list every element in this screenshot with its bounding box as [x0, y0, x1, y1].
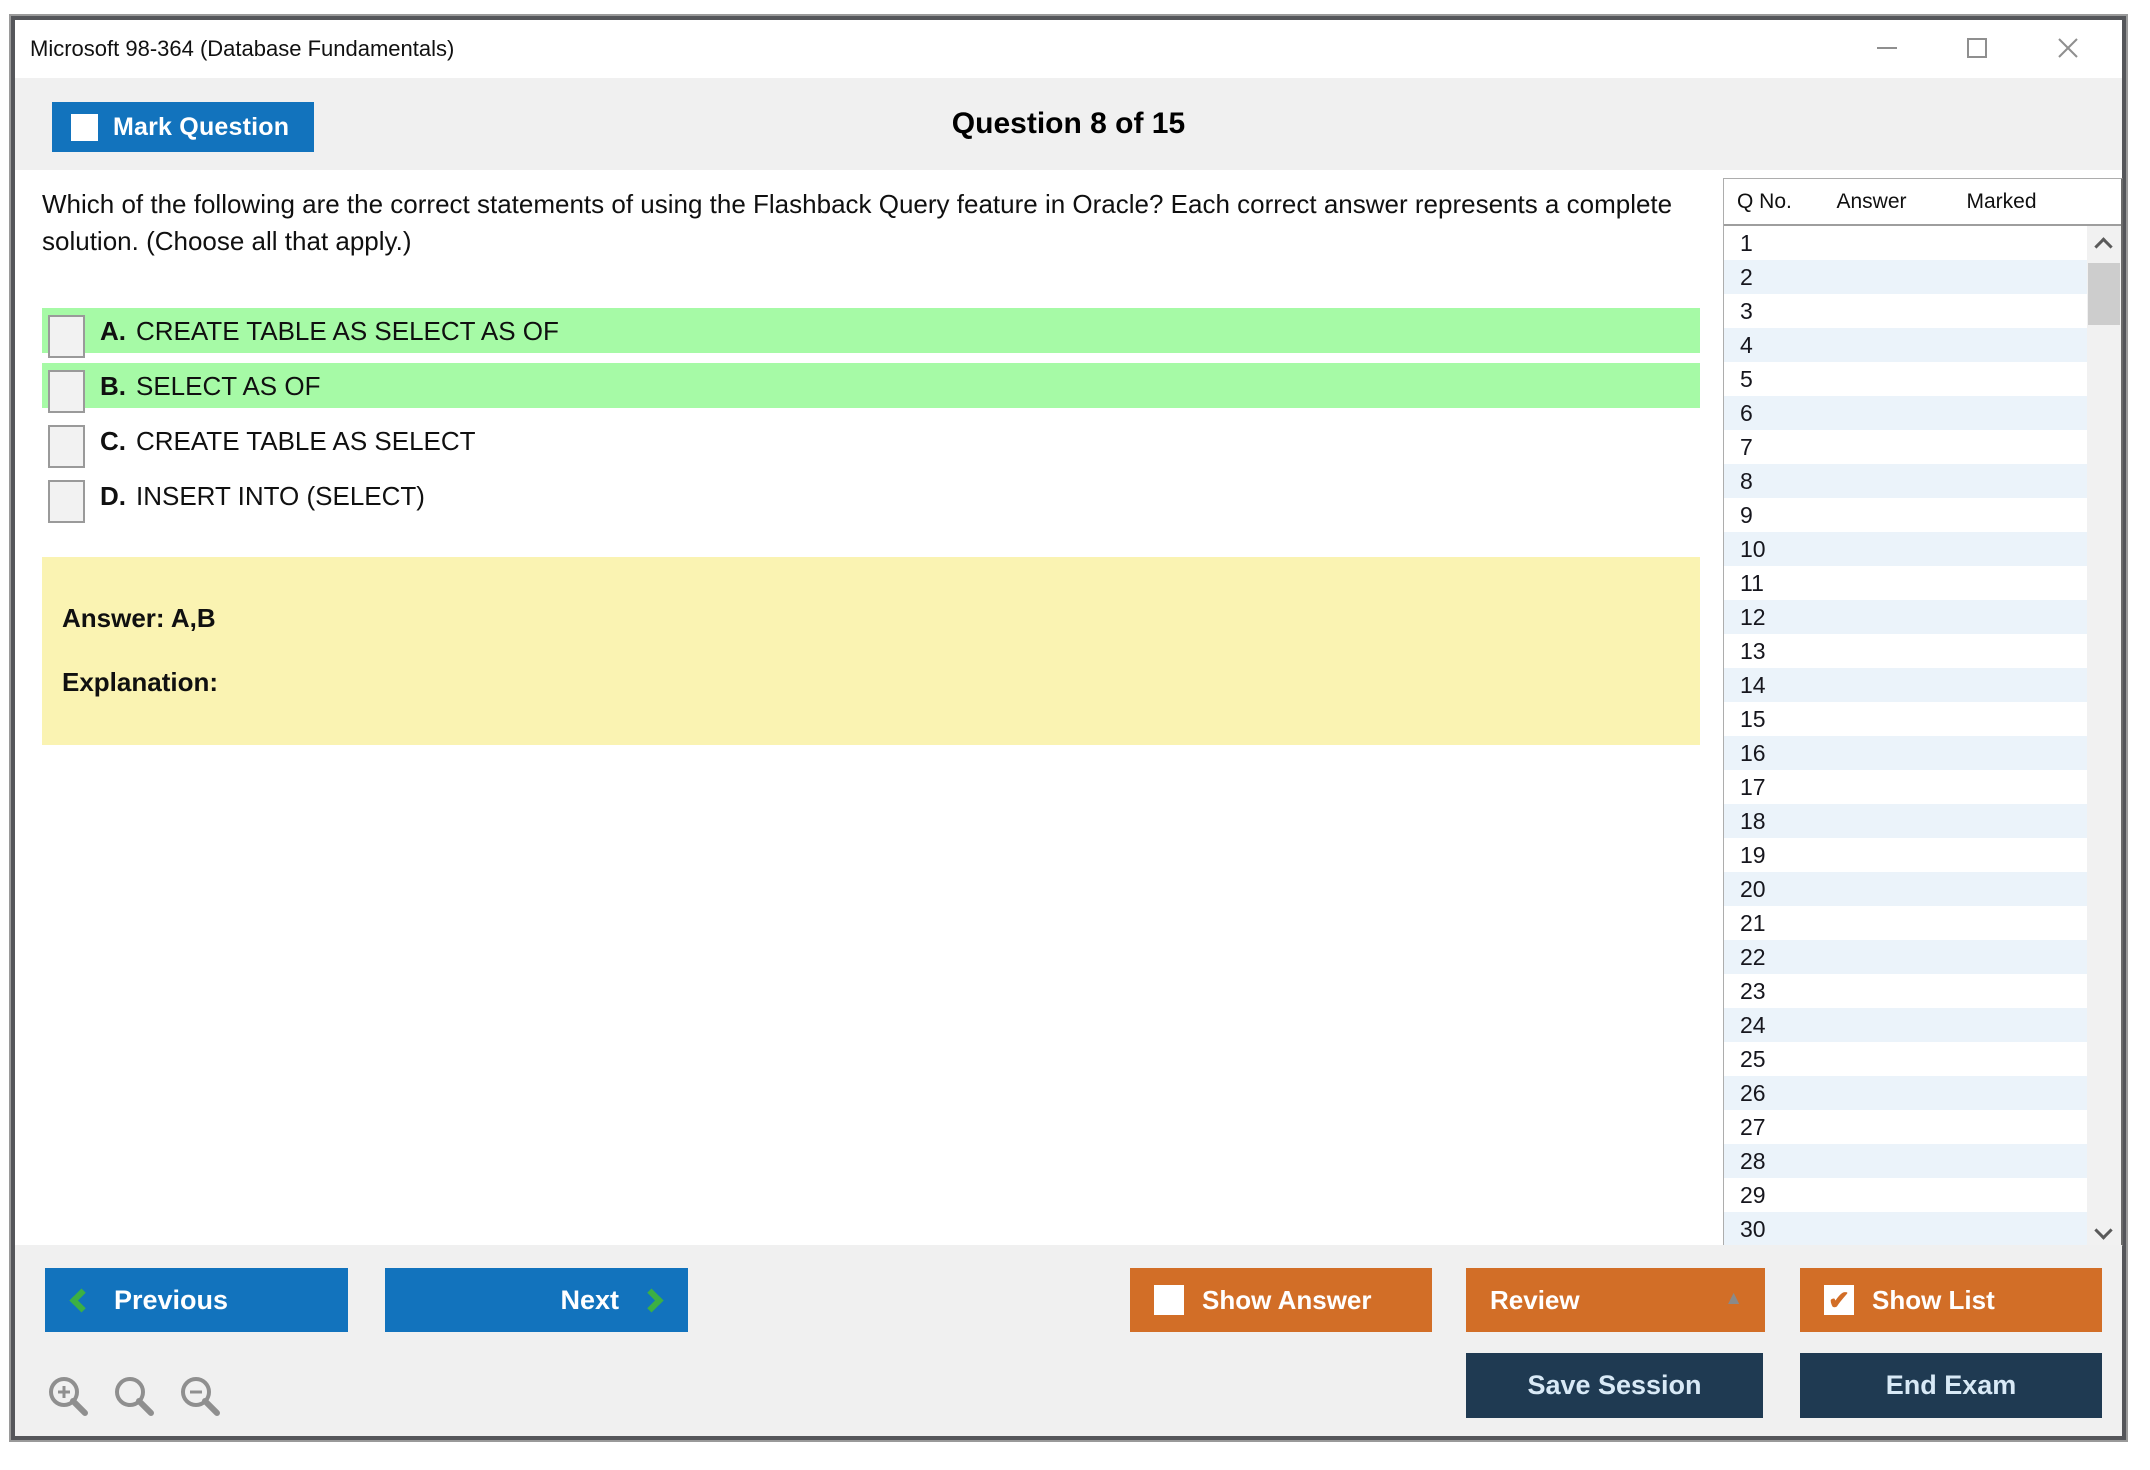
answer-options: A. CREATE TABLE AS SELECT AS OF B. SELECT A… [42, 308, 1700, 528]
option-text: A. CREATE TABLE AS SELECT AS OF [100, 316, 559, 346]
save-session-label: Save Session [1527, 1370, 1702, 1400]
question-list-row[interactable]: 13 [1724, 634, 2088, 668]
zoom-in-icon[interactable] [45, 1373, 91, 1422]
zoom-controls [45, 1373, 223, 1422]
question-text: Which of the following are the correct s… [42, 189, 1673, 256]
scrollbar-thumb[interactable] [2088, 263, 2120, 325]
question-list-row[interactable]: 28 [1724, 1144, 2088, 1178]
option-checkbox[interactable] [48, 425, 85, 468]
question-list-row[interactable]: 12 [1724, 600, 2088, 634]
zoom-out-icon[interactable] [177, 1373, 223, 1422]
show-list-label: Show List [1872, 1284, 1995, 1315]
app-window: Microsoft 98-364 (Database Fundamentals)… [15, 20, 2123, 1436]
question-list-row[interactable]: 23 [1724, 974, 2088, 1008]
previous-button[interactable]: Previous [45, 1268, 348, 1332]
question-list-row[interactable]: 6 [1724, 396, 2088, 430]
chevron-left-icon [69, 1287, 94, 1313]
question-list-row[interactable]: 16 [1724, 736, 2088, 770]
question-list-sidebar: Q No. Answer Marked 1 2 3 4 5 6 7 8 9 10 11 12 13 14 1… [1723, 178, 2123, 1246]
show-answer-button[interactable]: Show Answer [1130, 1268, 1432, 1332]
question-list-row[interactable]: 7 [1724, 430, 2088, 464]
question-list-row[interactable]: 29 [1724, 1178, 2088, 1212]
next-button[interactable]: Next [385, 1268, 688, 1332]
scroll-up-icon[interactable] [2094, 232, 2113, 256]
sidebar-scrollbar[interactable] [2087, 226, 2121, 1245]
question-list-row[interactable]: 20 [1724, 872, 2088, 906]
question-list-row[interactable]: 27 [1724, 1110, 2088, 1144]
question-list-row[interactable]: 11 [1724, 566, 2088, 600]
maximize-icon[interactable] [1947, 20, 2007, 76]
zoom-reset-icon[interactable] [111, 1373, 157, 1422]
question-list-row[interactable]: 8 [1724, 464, 2088, 498]
title-bar: Microsoft 98-364 (Database Fundamentals) [15, 20, 2122, 78]
option-text: B. SELECT AS OF [100, 371, 321, 401]
show-answer-label: Show Answer [1202, 1284, 1372, 1315]
question-list-header: Q No. Answer Marked [1724, 179, 2121, 226]
close-icon[interactable] [2038, 20, 2098, 76]
question-list-row[interactable]: 1 [1724, 226, 2088, 260]
show-list-button[interactable]: ✔ Show List [1800, 1268, 2102, 1332]
mark-question-label: Mark Question [113, 112, 290, 141]
question-list-row[interactable]: 4 [1724, 328, 2088, 362]
option-checkbox[interactable] [48, 315, 85, 358]
question-list-row[interactable]: 21 [1724, 906, 2088, 940]
review-label: Review [1490, 1284, 1580, 1315]
answer-label: Answer: A,B [62, 603, 216, 633]
question-list-row[interactable]: 30 [1724, 1212, 2088, 1245]
question-list-row[interactable]: 3 [1724, 294, 2088, 328]
question-list-row[interactable]: 2 [1724, 260, 2088, 294]
question-list-row[interactable]: 9 [1724, 498, 2088, 532]
question-list-row[interactable]: 18 [1724, 804, 2088, 838]
show-answer-checkbox[interactable] [1154, 1285, 1184, 1315]
answer-option-a[interactable]: A. CREATE TABLE AS SELECT AS OF [42, 308, 1700, 358]
column-header-qno: Q No. [1737, 190, 1792, 213]
checkmark-icon: ✔ [1828, 1285, 1850, 1315]
end-exam-button[interactable]: End Exam [1800, 1353, 2102, 1418]
question-list-row[interactable]: 14 [1724, 668, 2088, 702]
question-list-row[interactable]: 15 [1724, 702, 2088, 736]
answer-box: Answer: A,B Explanation: [42, 557, 1700, 745]
minimize-icon[interactable] [1857, 20, 1917, 76]
question-list: 1 2 3 4 5 6 7 8 9 10 11 12 13 14 15 16 17 18 19 20 21 22 23 24 2… [1724, 226, 2088, 1245]
question-list-row[interactable]: 22 [1724, 940, 2088, 974]
question-list-row[interactable]: 10 [1724, 532, 2088, 566]
option-text: D. INSERT INTO (SELECT) [100, 481, 425, 511]
column-header-answer: Answer [1836, 190, 1907, 213]
question-list-row[interactable]: 26 [1724, 1076, 2088, 1110]
question-list-row[interactable]: 17 [1724, 770, 2088, 804]
review-button[interactable]: Review ▲ [1466, 1268, 1765, 1332]
answer-option-b[interactable]: B. SELECT AS OF [42, 363, 1700, 413]
question-list-row[interactable]: 5 [1724, 362, 2088, 396]
previous-label: Previous [114, 1284, 229, 1315]
option-text: C. CREATE TABLE AS SELECT [100, 426, 476, 456]
option-checkbox[interactable] [48, 480, 85, 523]
question-list-row[interactable]: 24 [1724, 1008, 2088, 1042]
explanation-label: Explanation: [62, 667, 219, 697]
scroll-down-icon[interactable] [2094, 1221, 2113, 1240]
header-strip: Question 8 of 15 Mark Question [15, 78, 2122, 170]
show-list-checkbox[interactable]: ✔ [1824, 1285, 1854, 1315]
answer-option-d[interactable]: D. INSERT INTO (SELECT) [42, 473, 1700, 523]
save-session-button[interactable]: Save Session [1466, 1353, 1763, 1418]
question-counter: Question 8 of 15 [951, 107, 1186, 140]
column-header-marked: Marked [1966, 190, 2037, 213]
option-checkbox[interactable] [48, 370, 85, 413]
footer-bar: Previous Next Show Answer Review ▲ ✔ Sho… [15, 1245, 2122, 1436]
end-exam-label: End Exam [1885, 1370, 2017, 1400]
answer-option-c[interactable]: C. CREATE TABLE AS SELECT [42, 418, 1700, 468]
chevron-right-icon [639, 1287, 664, 1313]
mark-question-checkbox[interactable] [71, 113, 98, 141]
caret-up-icon: ▲ [1724, 1288, 1743, 1309]
question-list-row[interactable]: 19 [1724, 838, 2088, 872]
mark-question-button[interactable]: Mark Question [52, 102, 314, 152]
window-title: Microsoft 98-364 (Database Fundamentals) [30, 36, 455, 61]
next-label: Next [560, 1284, 619, 1315]
question-list-row[interactable]: 25 [1724, 1042, 2088, 1076]
